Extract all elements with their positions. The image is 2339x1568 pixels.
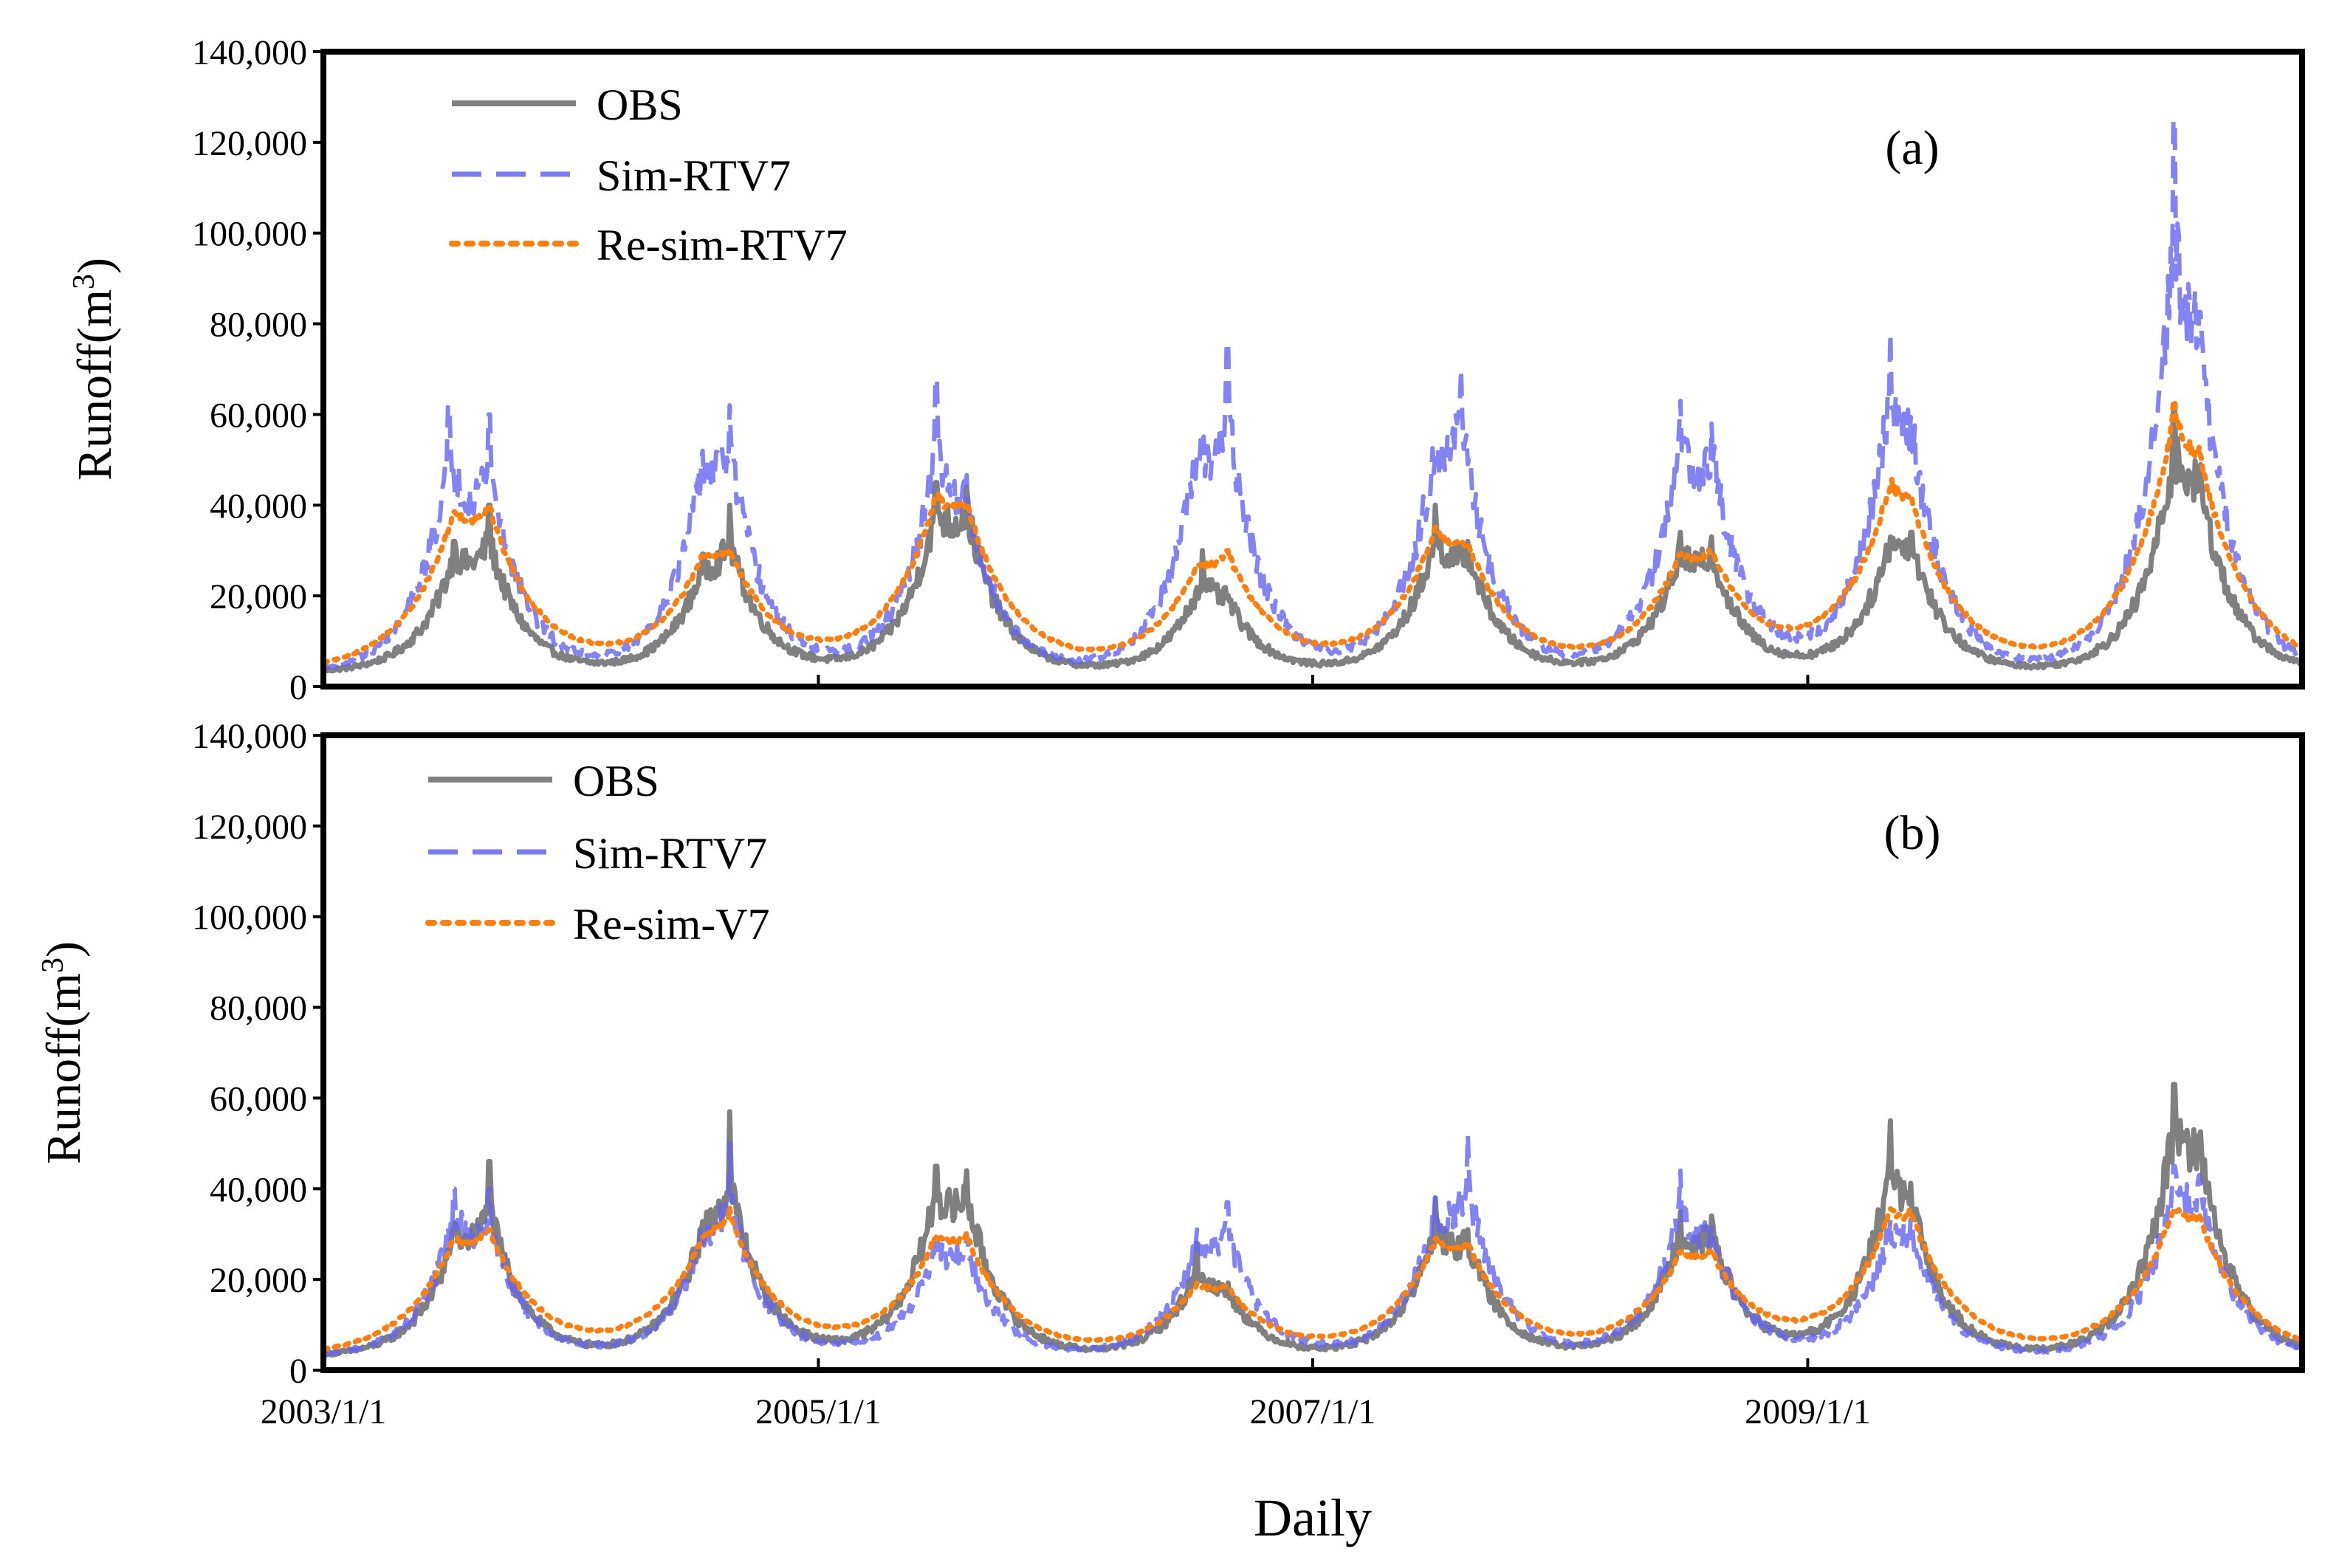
x-axis-title: Daily (1254, 1488, 1372, 1547)
y-tick-label: 100,000 (192, 215, 307, 254)
y-tick-label: 40,000 (210, 1170, 307, 1209)
panel-b-ylabel-main: Runoff(m (37, 973, 91, 1164)
y-tick-label: 60,000 (210, 1079, 307, 1118)
legend-a-resim-label: Re-sim-RTV7 (597, 221, 848, 269)
series-line-sim-rtv7 (323, 117, 2302, 672)
panel-a-ylabel: Runoff(m3) (67, 258, 122, 481)
x-tick-label: 2007/1/1 (1250, 1392, 1376, 1431)
legend-b-obs-label: OBS (573, 757, 659, 805)
panel-b-label: (b) (1884, 806, 1941, 860)
panel-a-legend: OBS Sim-RTV7 Re-sim-RTV7 (449, 80, 848, 269)
panel-b-y-axis: 0 20,000 40,000 60,000 80,000 100,000 120,000 1… (192, 717, 323, 1391)
series-line-obs (323, 402, 2302, 674)
y-tick-label: 20,000 (210, 1261, 307, 1300)
panel-a-ylabel-sup: 3 (67, 274, 101, 289)
series-line-sim-rtv7 (323, 1132, 2302, 1358)
panel-a-y-axis: 0 20,000 40,000 60,000 80,000 100,000 120,000 1… (192, 33, 323, 707)
panel-b: 0 20,000 40,000 60,000 80,000 100,000 120,000 1… (36, 717, 2305, 1547)
x-tick-label: 2005/1/1 (755, 1392, 882, 1431)
legend-b-resim-label: Re-sim-V7 (573, 900, 770, 949)
y-tick-label: 80,000 (210, 306, 307, 345)
y-tick-label: 80,000 (210, 989, 307, 1028)
y-tick-label: 40,000 (210, 486, 307, 526)
x-tick-label: 2009/1/1 (1745, 1392, 1871, 1431)
y-tick-label: 0 (289, 668, 307, 707)
panel-a-x-axis (817, 675, 1810, 687)
x-tick-label: 2003/1/1 (261, 1392, 387, 1431)
y-tick-label: 60,000 (210, 396, 307, 435)
panel-a-ylabel-main: Runoff(m (68, 289, 122, 481)
panel-a: 0 20,000 40,000 60,000 80,000 100,000 120,000 1… (67, 33, 2305, 707)
y-tick-label: 120,000 (192, 124, 307, 163)
panel-b-legend: OBS Sim-RTV7 Re-sim-V7 (425, 757, 770, 949)
y-tick-label: 120,000 (192, 808, 307, 847)
series-line-obs (323, 1082, 2302, 1358)
panel-b-ylabel: Runoff(m3) (36, 941, 91, 1164)
panel-a-label: (a) (1885, 121, 1939, 175)
panel-b-ylabel-close: ) (37, 941, 91, 957)
y-tick-label: 0 (289, 1352, 307, 1391)
y-tick-label: 140,000 (192, 33, 307, 72)
panel-b-series-group (323, 1082, 2302, 1358)
panel-b-x-axis: 2003/1/1 2005/1/1 2007/1/1 2009/1/1 (261, 1358, 1871, 1431)
panel-a-series-group (323, 117, 2302, 674)
panel-a-ylabel-close: ) (68, 258, 122, 274)
y-tick-label: 20,000 (210, 577, 307, 616)
series-line-re-sim-rtv7 (323, 398, 2302, 665)
legend-a-obs-label: OBS (597, 80, 683, 129)
legend-b-sim-label: Sim-RTV7 (573, 829, 767, 878)
legend-a-sim-label: Sim-RTV7 (597, 151, 791, 200)
panel-a-frame (320, 49, 2305, 690)
panel-b-ylabel-sup: 3 (36, 957, 70, 973)
y-tick-label: 140,000 (192, 717, 307, 756)
y-tick-label: 100,000 (192, 898, 307, 938)
series-line-re-sim-v7 (323, 1204, 2302, 1352)
